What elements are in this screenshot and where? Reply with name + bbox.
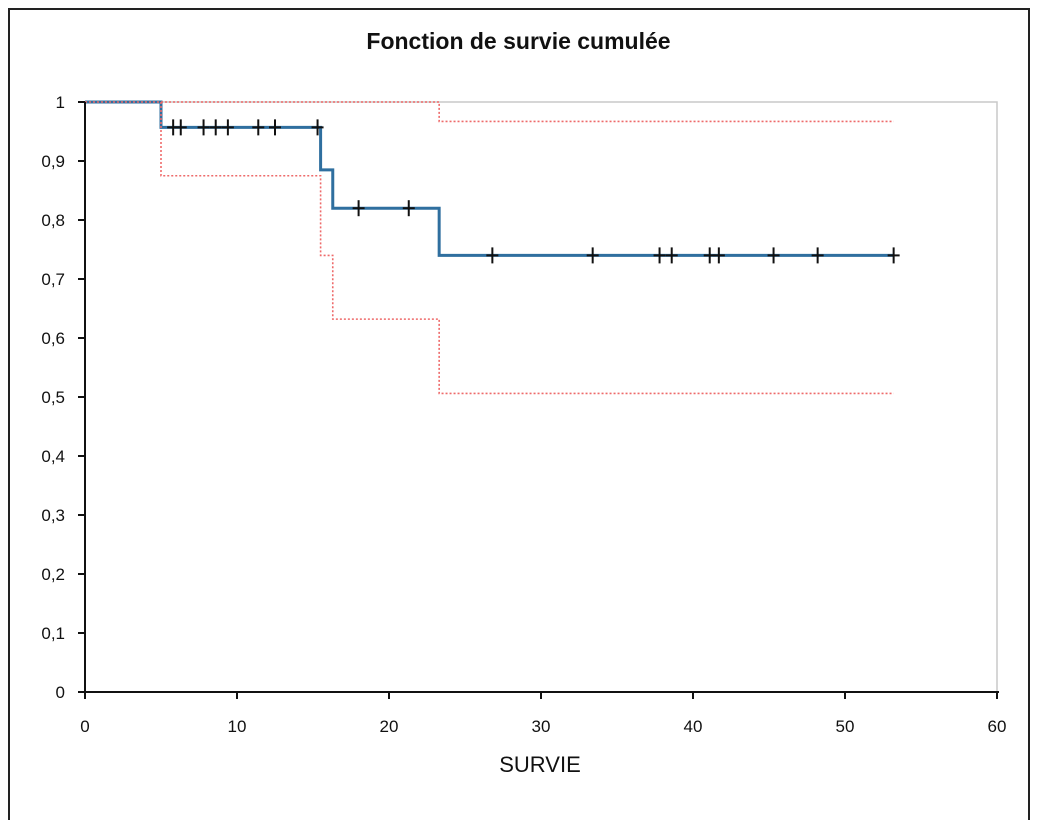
- censor-mark: [887, 247, 900, 264]
- x-tick-label: 60: [988, 717, 1007, 736]
- x-tick-label: 0: [80, 717, 89, 736]
- confidence-bound-1: [161, 101, 894, 123]
- censor-mark: [174, 119, 187, 136]
- censor-mark: [252, 119, 265, 136]
- y-tick-label: 0,3: [41, 506, 65, 525]
- x-tick-label: 30: [532, 717, 551, 736]
- confidence-bound-2: [85, 101, 894, 395]
- y-tick-label: 0,9: [41, 152, 65, 171]
- y-tick-label: 0,1: [41, 624, 65, 643]
- y-tick-label: 0: [56, 683, 65, 702]
- y-tick-label: 1: [56, 93, 65, 112]
- x-tick-label: 10: [228, 717, 247, 736]
- censor-mark: [352, 200, 365, 217]
- censor-mark: [311, 119, 324, 136]
- censor-mark: [811, 247, 824, 264]
- plot-area-border: [84, 101, 998, 693]
- x-tick-label: 20: [380, 717, 399, 736]
- censor-mark: [197, 119, 210, 136]
- y-tick-label: 0,6: [41, 329, 65, 348]
- censor-mark: [209, 119, 222, 136]
- censor-mark: [665, 247, 678, 264]
- censor-marks-layer: [167, 119, 900, 264]
- censor-mark: [586, 247, 599, 264]
- censor-mark: [269, 119, 281, 136]
- x-axis-label: SURVIE: [499, 752, 581, 777]
- chart-frame: [8, 8, 1030, 820]
- x-tick-label: 50: [836, 717, 855, 736]
- censor-mark: [712, 247, 725, 264]
- y-tick-label: 0,7: [41, 270, 65, 289]
- censor-mark: [767, 247, 780, 264]
- y-tick-label: 0,2: [41, 565, 65, 584]
- y-tick-label: 0,8: [41, 211, 65, 230]
- censor-mark: [402, 200, 415, 217]
- series-layer: [85, 100, 894, 395]
- censor-mark: [653, 247, 666, 264]
- chart-title: Fonction de survie cumulée: [366, 28, 671, 54]
- axes-layer: 00,10,20,30,40,50,60,70,80,910 10 20 30 40 50…: [41, 93, 1006, 736]
- y-tick-label: 0,4: [41, 447, 65, 466]
- censor-mark: [486, 247, 499, 264]
- x-tick-label: 40: [684, 717, 703, 736]
- survival-curve: [85, 100, 894, 257]
- y-tick-label: 0,5: [41, 388, 65, 407]
- censor-mark: [221, 119, 234, 136]
